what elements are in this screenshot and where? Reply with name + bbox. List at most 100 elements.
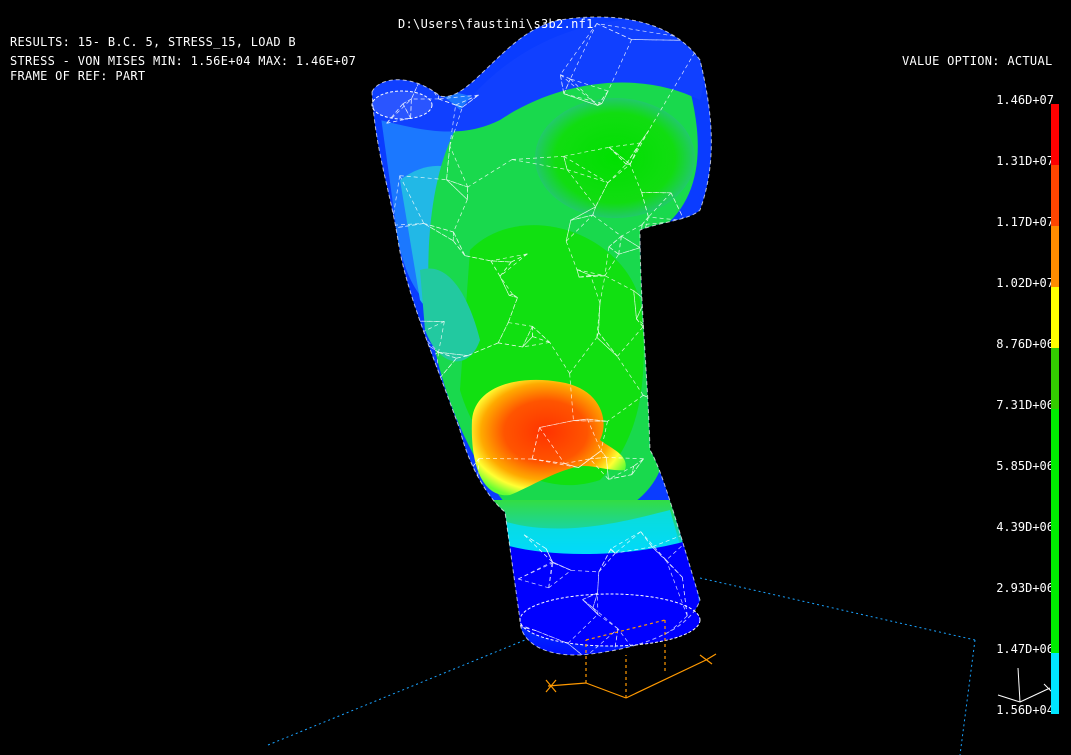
mesh-edge	[384, 617, 400, 655]
legend-label: 1.46D+07	[996, 93, 1054, 107]
mesh-edge	[564, 458, 591, 464]
mesh-edge	[631, 466, 635, 475]
mesh-edge	[610, 548, 616, 554]
mesh-edge	[402, 98, 412, 105]
legend-color-band	[1051, 531, 1059, 592]
legend-label: 8.76D+06	[996, 337, 1054, 351]
mesh-edge	[386, 103, 404, 124]
mesh-edge	[378, 439, 382, 450]
mesh-edge	[422, 46, 434, 75]
mesh-edge	[416, 584, 429, 589]
legend-color-band	[1051, 287, 1059, 348]
mesh-edge	[490, 260, 501, 277]
mesh-edge	[473, 521, 475, 545]
mesh-edge	[677, 316, 709, 336]
mesh-edge	[455, 488, 475, 522]
mesh-edge	[470, 630, 492, 650]
mesh-edge	[565, 220, 572, 242]
mesh-edge	[386, 98, 412, 124]
mesh-edge	[585, 653, 615, 656]
mesh-edge	[576, 269, 605, 277]
mesh-edge	[473, 544, 476, 571]
file-path: D:\Users\faustini\s3b2.nf1	[398, 17, 594, 31]
mesh-edge	[607, 163, 627, 183]
stress-contour-model	[371, 16, 712, 656]
mesh-edge	[633, 290, 637, 319]
mesh-edge	[582, 592, 598, 600]
mesh-edge	[592, 214, 622, 237]
mesh-edge	[677, 409, 705, 436]
mesh-edge	[373, 226, 392, 229]
mesh-edge	[423, 223, 454, 242]
mesh-edge	[384, 228, 392, 279]
mesh-edge	[386, 103, 404, 124]
mesh-edge	[595, 182, 609, 207]
mesh-edge	[446, 601, 471, 631]
mesh-edge	[384, 647, 405, 655]
mesh-edge	[374, 429, 382, 450]
mesh-edge	[599, 275, 606, 304]
mesh-edge	[579, 275, 605, 278]
mesh-edge	[699, 451, 701, 469]
mesh-edge	[640, 531, 653, 548]
mesh-edge	[576, 269, 580, 278]
mesh-edge	[511, 159, 568, 170]
mesh-edge	[465, 520, 475, 528]
mesh-edge	[416, 587, 429, 596]
mesh-edge	[497, 322, 509, 344]
mesh-edge	[428, 594, 447, 602]
mesh-edge	[570, 214, 593, 221]
mesh-edge	[608, 235, 622, 248]
mesh-edge	[455, 519, 467, 528]
mesh-edge	[629, 142, 641, 165]
mesh-edge	[629, 164, 642, 193]
mesh-edge	[700, 278, 708, 320]
mesh-edge	[592, 206, 596, 216]
legend-color-band	[1051, 653, 1059, 714]
mesh-edge	[518, 578, 549, 589]
mesh-edge	[464, 255, 491, 262]
mesh-edge	[470, 630, 492, 650]
mesh-edge	[629, 142, 641, 165]
mesh-edge	[570, 206, 596, 221]
mesh-edge	[600, 450, 607, 458]
mesh-edge	[545, 548, 554, 563]
mesh-edge	[490, 260, 512, 263]
mesh-edge	[565, 214, 593, 242]
mesh-edge	[376, 374, 382, 450]
mesh-edge	[595, 182, 609, 207]
mesh-edge	[566, 169, 596, 207]
mesh-edge	[608, 465, 634, 480]
mesh-edge	[564, 463, 579, 468]
mesh-edge	[700, 278, 708, 320]
legend-label: 1.02D+07	[996, 276, 1054, 290]
legend-label: 1.56D+04	[996, 703, 1054, 717]
mesh-edge	[699, 434, 705, 452]
mesh-edge	[618, 236, 622, 255]
mesh-edge	[490, 623, 513, 650]
mesh-edge	[399, 175, 425, 224]
mesh-edge	[376, 374, 379, 440]
mesh-edge	[465, 527, 469, 547]
mesh-edge	[539, 427, 565, 464]
mesh-edge	[642, 326, 661, 337]
value-option: VALUE OPTION: ACTUAL	[902, 54, 1053, 68]
mesh-edge	[643, 395, 679, 411]
mesh-edge	[679, 496, 703, 528]
mesh-edge	[449, 145, 469, 188]
mesh-edge	[465, 520, 475, 528]
mesh-edge	[373, 226, 392, 229]
mesh-edge	[563, 156, 568, 170]
mesh-edge	[608, 246, 619, 255]
mesh-edge	[648, 40, 703, 131]
mesh-edge	[608, 146, 631, 165]
mesh-edge	[532, 326, 551, 343]
mesh-edge	[518, 562, 554, 580]
legend-color-band	[1051, 592, 1059, 653]
mesh-edge	[453, 231, 466, 256]
mesh-edge	[410, 335, 415, 368]
mesh-edge	[552, 561, 572, 571]
mesh-edge	[589, 457, 607, 460]
mesh-edge	[548, 561, 553, 588]
